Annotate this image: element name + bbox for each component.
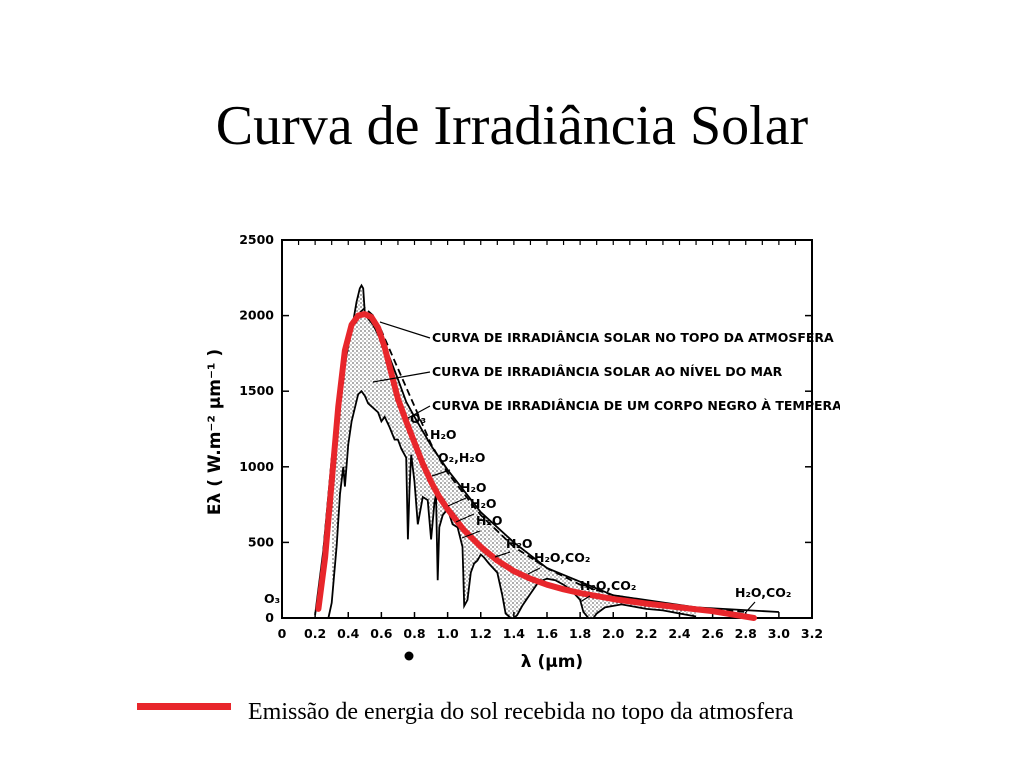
absorption-label-o3-left: O₃: [264, 591, 280, 606]
x-tick-label: 0.6: [370, 626, 392, 641]
x-tick-label: 0.2: [304, 626, 326, 641]
absorption-label-h2o-2: H₂O: [460, 480, 487, 495]
absorption-label-h2o-co2-3: H₂O,CO₂: [735, 585, 791, 600]
figure-dot: [404, 651, 414, 661]
x-tick-label: 2.6: [702, 626, 724, 641]
x-tick-label: 2.4: [668, 626, 690, 641]
y-tick-label: 1500: [239, 383, 274, 398]
absorption-label-h2o-4: H₂O: [476, 513, 503, 528]
x-tick-label: 1.8: [569, 626, 591, 641]
curve-label-toa: CURVA DE IRRADIÂNCIA SOLAR NO TOPO DA AT…: [432, 330, 834, 345]
y-axis-label: Eλ ( W.m⁻² µm⁻¹ ): [205, 349, 225, 515]
sea-level-curve: [327, 389, 697, 619]
slide-title: Curva de Irradiância Solar: [215, 95, 809, 157]
x-tick-label: 1.4: [503, 626, 525, 641]
absorption-label-o3-top: O₃: [410, 411, 426, 426]
y-tick-label: 500: [248, 534, 274, 549]
absorption-label-h2o-3: H₂O: [470, 496, 497, 511]
y-tick-label: 2000: [239, 308, 274, 323]
y-tick-label: 1000: [239, 459, 274, 474]
x-tick-label: 2.2: [635, 626, 657, 641]
absorption-label-h2o-1: H₂O: [430, 427, 457, 442]
absorption-label-h2o-5: H₂O: [506, 536, 533, 551]
curve-label-sea: CURVA DE IRRADIÂNCIA SOLAR AO NÍVEL DO M…: [432, 364, 783, 379]
x-tick-label: 2.0: [602, 626, 624, 641]
x-tick-label: 1.6: [536, 626, 558, 641]
x-tick-label: 3.2: [801, 626, 823, 641]
x-tick-label: 0: [278, 626, 287, 641]
x-tick-label: 3.0: [768, 626, 790, 641]
legend-red-line: [137, 703, 231, 710]
leader-line-bb: [407, 405, 431, 419]
red-emission-curve: [315, 311, 757, 621]
x-tick-label: 0.8: [403, 626, 425, 641]
legend-label: Emissão de energia do sol recebida no to…: [248, 699, 794, 725]
absorption-label-o2-h2o: O₂,H₂O: [438, 450, 485, 465]
x-tick-label: 1.0: [437, 626, 459, 641]
x-axis-label: λ (µm): [521, 652, 583, 672]
leader-line-toa: [379, 321, 431, 339]
curve-label-bb: CURVA DE IRRADIÂNCIA DE UM CORPO NEGRO À…: [432, 398, 840, 413]
absorption-arrows: [431, 469, 756, 613]
x-tick-label: 1.2: [470, 626, 492, 641]
x-tick-label: 0.4: [337, 626, 359, 641]
solar-irradiance-chart: 0 0.2 0.4 0.6 0.8 1.0 1.2 1.4 1.6 1.8 2.0 2.2 2.4 2.6…: [180, 222, 840, 682]
x-tick-label: 2.8: [735, 626, 757, 641]
y-tick-label: 2500: [239, 232, 274, 247]
leader-line-sea: [372, 371, 431, 383]
absorption-label-h2o-co2-1: H₂O,CO₂: [534, 550, 590, 565]
absorption-label-h2o-co2-2: H₂O,CO₂: [580, 578, 636, 593]
y-tick-label: 0: [265, 610, 274, 625]
